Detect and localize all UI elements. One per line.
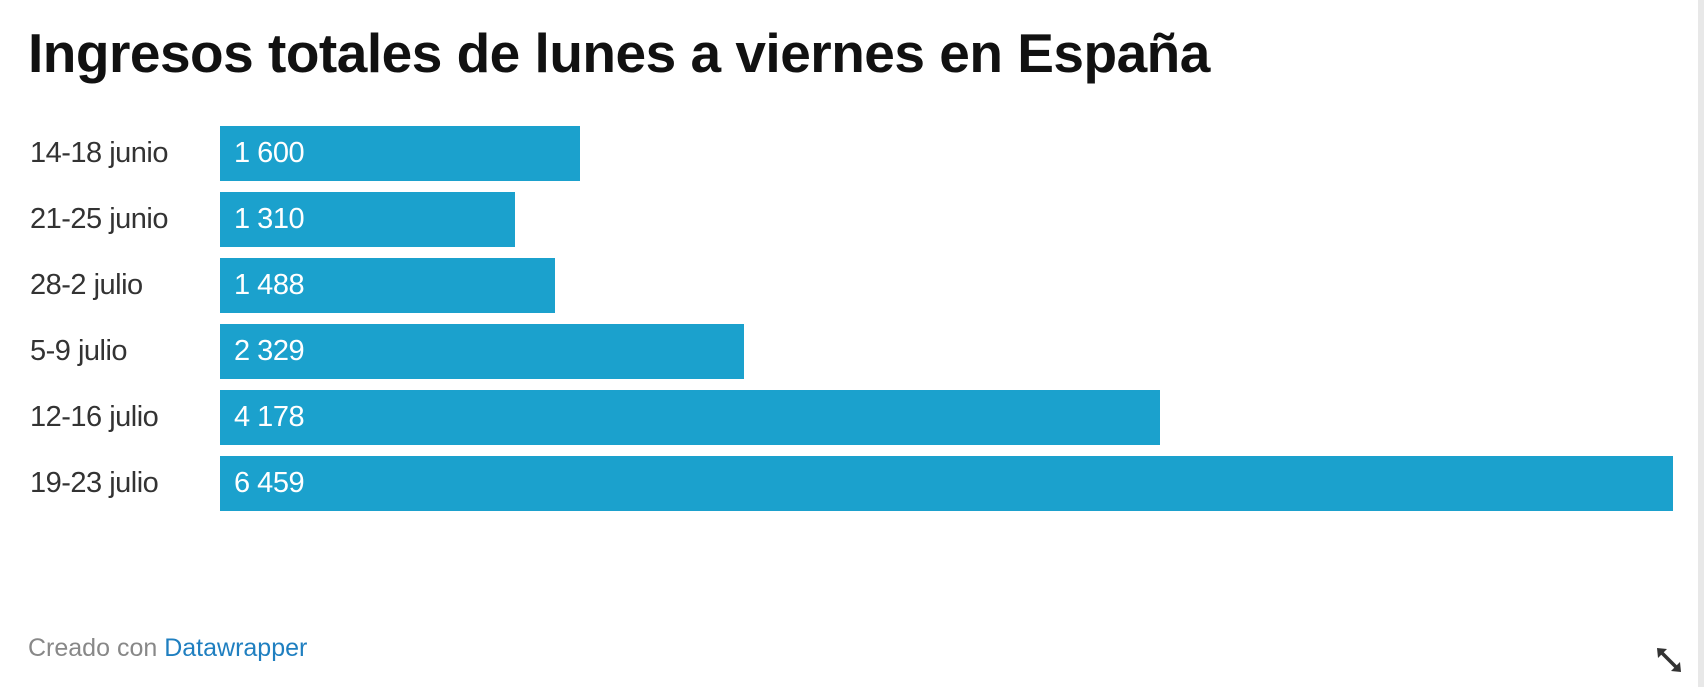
- bar-value: 6 459: [234, 467, 305, 499]
- datawrapper-link[interactable]: Datawrapper: [164, 634, 308, 662]
- bar: 1 488: [220, 258, 555, 313]
- bar-row: 12-16 julio 4 178: [0, 390, 1706, 445]
- bar-row: 14-18 junio 1 600: [0, 126, 1706, 181]
- bar: 2 329: [220, 324, 744, 379]
- bar: 1 600: [220, 126, 580, 181]
- chart-title: Ingresos totales de lunes a viernes en E…: [28, 22, 1210, 84]
- bar-value: 2 329: [234, 335, 305, 367]
- bar-label: 5-9 julio: [30, 335, 128, 367]
- footer-prefix: Creado con: [28, 634, 158, 662]
- bar-value: 4 178: [234, 401, 305, 433]
- bar: 1 310: [220, 192, 515, 247]
- bar-label: 19-23 julio: [30, 467, 159, 499]
- bar: 4 178: [220, 390, 1160, 445]
- bar-row: 21-25 junio 1 310: [0, 192, 1706, 247]
- bar-label: 14-18 junio: [30, 137, 169, 169]
- bar: 6 459: [220, 456, 1673, 511]
- bar-label: 12-16 julio: [30, 401, 159, 433]
- chart-footer: Creado con Datawrapper: [28, 634, 307, 663]
- bar-row: 28-2 julio 1 488: [0, 258, 1706, 313]
- expand-icon[interactable]: [1654, 645, 1684, 675]
- bar-value: 1 488: [234, 269, 305, 301]
- bar-value: 1 310: [234, 203, 305, 235]
- bar-label: 28-2 julio: [30, 269, 143, 301]
- bar-value: 1 600: [234, 137, 305, 169]
- bar-label: 21-25 junio: [30, 203, 169, 235]
- bar-row: 5-9 julio 2 329: [0, 324, 1706, 379]
- bar-row: 19-23 julio 6 459: [0, 456, 1706, 511]
